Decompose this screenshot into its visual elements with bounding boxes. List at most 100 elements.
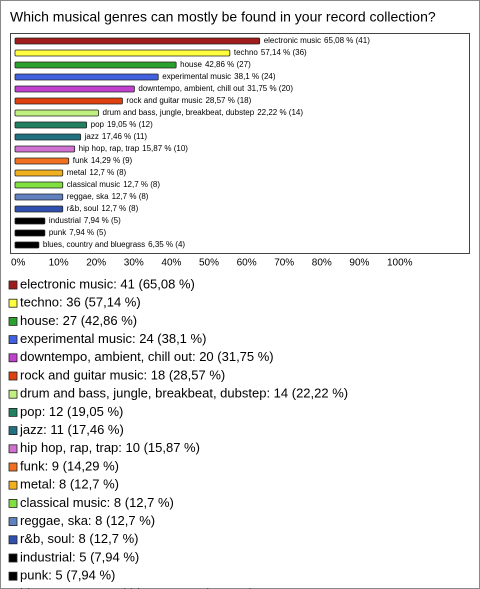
bar (14, 157, 70, 165)
value-label: 12,7 % (8) (89, 168, 126, 177)
bar (14, 181, 64, 189)
legend-label: classical music: 8 (12,7 %) (20, 495, 174, 510)
legend-label: hip hop, rap, trap: 10 (15,87 %) (20, 440, 200, 455)
bar-label: downtempo, ambient, chill out 31,75 % (20… (138, 84, 293, 93)
x-tick-label: 40% (161, 258, 181, 269)
value-label: 19,05 % (12) (107, 120, 153, 129)
bar-label: funk 14,29 % (9) (73, 156, 133, 165)
bar-label: industrial 7,94 % (5) (49, 216, 121, 225)
bar-label: pop 19,05 % (12) (91, 120, 153, 129)
legend-swatch (8, 280, 18, 290)
x-tick-label: 60% (237, 258, 257, 269)
value-label: 7,94 % (5) (69, 228, 106, 237)
legend-swatch (8, 426, 18, 436)
legend-swatch (8, 553, 18, 563)
bar (14, 109, 99, 117)
value-label: 17,46 % (11) (102, 132, 148, 141)
category-label: reggae, ska (67, 192, 109, 201)
legend-label: funk: 9 (14,29 %) (20, 458, 119, 473)
legend-swatch (8, 298, 18, 308)
chart-title: Which musical genres can mostly be found… (10, 9, 436, 25)
bar (14, 193, 64, 201)
legend-label: metal: 8 (12,7 %) (20, 477, 119, 492)
legend-label: punk: 5 (7,94 %) (20, 568, 115, 583)
legend-swatch (8, 517, 18, 526)
bar-label: reggae, ska 12,7 % (8) (67, 192, 149, 201)
bar-label: rock and guitar music 28,57 % (18) (126, 96, 251, 105)
x-tick-label: 0% (11, 258, 26, 269)
bar (14, 97, 123, 105)
bar (14, 145, 76, 153)
bar (14, 37, 261, 45)
category-label: experimental music (162, 72, 231, 81)
legend-swatch (8, 571, 18, 581)
bar-label: r&b, soul 12,7 % (8) (67, 204, 139, 213)
bar (14, 205, 64, 213)
value-label: 7,94 % (5) (84, 216, 121, 225)
value-label: 22,22 % (14) (257, 108, 303, 117)
bar (14, 229, 46, 237)
legend-swatch (8, 335, 18, 345)
bar-label: blues, country and bluegrass 6,35 % (4) (43, 240, 186, 249)
value-label: 38,1 % (24) (234, 72, 276, 81)
category-label: drum and bass, jungle, breakbeat, dubste… (103, 108, 255, 117)
x-tick-label: 30% (124, 258, 144, 269)
legend-label: reggae, ska: 8 (12,7 %) (20, 513, 155, 528)
category-label: funk (73, 156, 89, 165)
bar (14, 169, 64, 177)
category-label: pop (91, 120, 105, 129)
value-label: 31,75 % (20) (247, 84, 293, 93)
value-label: 6,35 % (4) (148, 240, 185, 249)
legend-swatch (8, 535, 18, 545)
bar (14, 217, 46, 225)
bar (14, 85, 135, 93)
category-label: downtempo, ambient, chill out (138, 84, 245, 93)
legend-label: electronic music: 41 (65,08 %) (20, 276, 195, 291)
category-label: house (180, 60, 202, 69)
x-tick-label: 50% (199, 258, 219, 269)
category-label: techno (234, 48, 259, 57)
legend-label: r&b, soul: 8 (12,7 %) (20, 531, 139, 546)
category-label: electronic music (264, 36, 321, 45)
value-label: 57,14 % (36) (261, 48, 307, 57)
bar-label: metal 12,7 % (8) (67, 168, 127, 177)
bar-label: experimental music 38,1 % (24) (162, 72, 276, 81)
category-label: hip hop, rap, trap (79, 144, 140, 153)
category-label: blues, country and bluegrass (43, 240, 145, 249)
legend-label: house: 27 (42,86 %) (20, 313, 137, 328)
x-tick-label: 100% (387, 258, 413, 269)
legend-label: drum and bass, jungle, breakbeat, dubste… (20, 386, 348, 401)
category-label: metal (67, 168, 87, 177)
value-label: 14,29 % (9) (91, 156, 133, 165)
category-label: punk (49, 228, 67, 237)
legend-label: downtempo, ambient, chill out: 20 (31,75… (20, 349, 274, 364)
bar-label: jazz 17,46 % (11) (84, 132, 148, 141)
x-tick-label: 70% (274, 258, 294, 269)
value-label: 12,7 % (8) (101, 204, 138, 213)
bar-label: hip hop, rap, trap 15,87 % (10) (79, 144, 189, 153)
legend-label: experimental music: 24 (38,1 %) (20, 331, 206, 346)
legend-label: rock and guitar music: 18 (28,57 %) (20, 367, 225, 382)
legend-label: industrial: 5 (7,94 %) (20, 549, 139, 564)
bar (14, 73, 159, 81)
legend-swatch (8, 371, 18, 381)
value-label: 42,86 % (27) (205, 60, 251, 69)
bar (14, 121, 88, 129)
category-label: classical music (67, 180, 120, 189)
legend-swatch (8, 462, 18, 472)
legend-swatch (8, 353, 18, 363)
x-tick-label: 20% (86, 258, 106, 269)
value-label: 65,08 % (41) (324, 36, 370, 45)
legend-label: techno: 36 (57,14 %) (20, 295, 141, 310)
bar (14, 61, 177, 69)
legend-swatch (8, 498, 18, 508)
legend-label: blues, country and bluegrass: 4 (6,35 %) (20, 586, 253, 589)
bar-label: classical music 12,7 % (8) (67, 180, 161, 189)
bar-label: house 42,86 % (27) (180, 60, 251, 69)
bar-label: drum and bass, jungle, breakbeat, dubste… (103, 108, 304, 117)
category-label: industrial (49, 216, 81, 225)
legend-label: pop: 12 (19,05 %) (20, 404, 123, 419)
x-tick-label: 80% (312, 258, 332, 269)
legend-label: jazz: 11 (17,46 %) (19, 422, 124, 437)
